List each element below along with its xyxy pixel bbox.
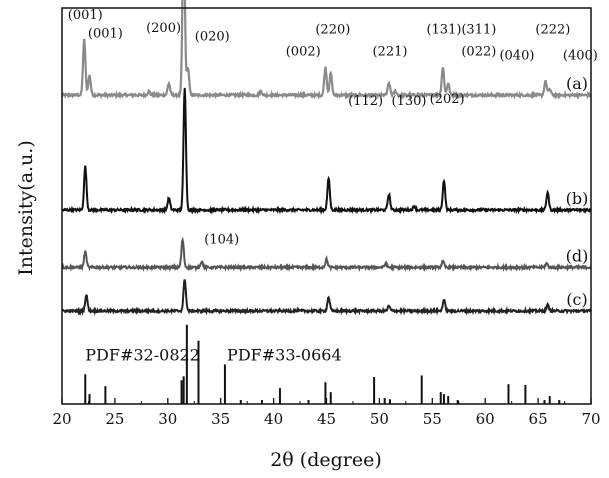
x-tick-label: 30 — [158, 410, 177, 428]
curve-label: (d) — [566, 246, 589, 265]
x-tick-label: 25 — [105, 410, 124, 428]
peak-label: (130) — [392, 94, 427, 109]
reference-label: PDF#33-0664 — [227, 345, 342, 364]
x-tick-label: 45 — [317, 410, 336, 428]
peak-label: (001) — [68, 8, 103, 23]
x-tick-label: 50 — [370, 410, 389, 428]
x-tick-label: 70 — [581, 410, 600, 428]
x-tick-label: 65 — [529, 410, 548, 428]
peak-label: (220) — [315, 23, 350, 38]
series-line-3 — [62, 280, 591, 313]
y-axis-title: Intensity(a.u.) — [15, 140, 37, 276]
x-tick-label: 40 — [264, 410, 283, 428]
pattern-curves — [62, 0, 591, 312]
x-tick-label: 35 — [211, 410, 230, 428]
peak-label: (020) — [195, 29, 230, 44]
peak-label: (001) — [88, 27, 123, 42]
curve-label: (c) — [566, 290, 587, 309]
peak-label: (002) — [286, 45, 321, 60]
series-line-2 — [62, 240, 591, 269]
peak-label: (400) — [563, 48, 598, 63]
curve-label: (b) — [566, 189, 589, 208]
peak-label: (222) — [535, 23, 570, 38]
curve-label: (a) — [566, 74, 588, 93]
x-tick-label: 20 — [52, 410, 71, 428]
peak-label: (221) — [372, 45, 407, 60]
x-axis-title: 2θ (degree) — [270, 449, 382, 471]
peak-label: (022) — [461, 45, 496, 60]
peak-label: (112) — [348, 94, 383, 109]
x-tick-label: 55 — [423, 410, 442, 428]
peak-label: (200) — [146, 21, 181, 36]
series-line-1 — [62, 88, 591, 211]
peak-label: (202) — [430, 92, 465, 107]
reference-label: PDF#32-0822 — [85, 345, 200, 364]
peak-label: (104) — [204, 233, 239, 248]
reference-lines: PDF#32-0822 PDF#33-0664 — [85, 325, 559, 404]
peak-label: (040) — [499, 48, 534, 63]
peak-label: (311) — [461, 23, 496, 38]
curve-labels: (a) (b) (d) (c) — [566, 74, 589, 309]
x-tick-label: 60 — [476, 410, 495, 428]
peak-label: (131) — [426, 23, 461, 38]
